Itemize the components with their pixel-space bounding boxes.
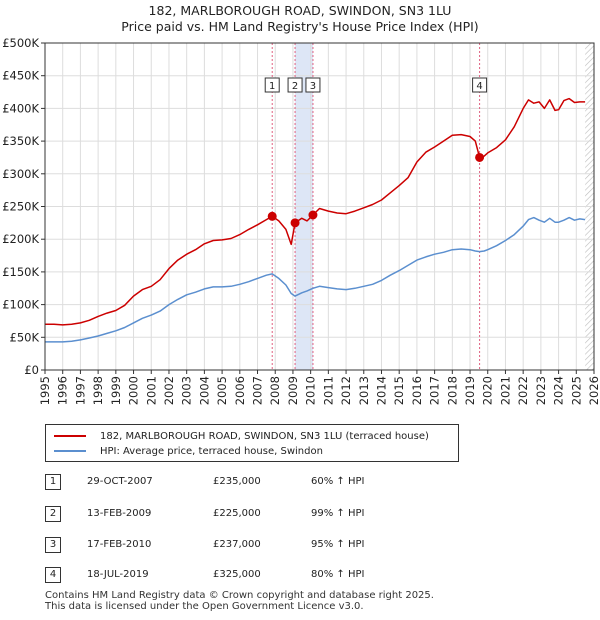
sale-label: 4	[476, 81, 482, 92]
y-tick-label: £400K	[2, 101, 39, 115]
property-price-line	[45, 97, 586, 326]
price-chart: £0 £50K £100K £150K £200K £250K £300K £350K £400…	[2, 36, 600, 405]
sale-date: 29-OCT-2007	[87, 476, 153, 487]
x-tick-label: 1996	[56, 376, 70, 405]
x-tick-label: 2000	[127, 376, 141, 405]
x-tick-label: 2021	[498, 376, 512, 405]
sale-hpi-change: 99% ↑ HPI	[311, 508, 365, 519]
sale-price: £325,000	[213, 569, 261, 580]
sale-price: £237,000	[213, 539, 261, 550]
sale-number-badge: 1	[45, 474, 61, 490]
x-tick-label: 1998	[91, 376, 105, 405]
sale-point	[267, 211, 277, 221]
sale-number-badge: 4	[45, 567, 61, 583]
sale-row: 2 13-FEB-2009 £225,000 99% ↑ HPI	[45, 506, 445, 522]
x-tick-label: 2001	[144, 376, 158, 405]
y-tick-label: £200K	[2, 232, 39, 246]
sale-price: £235,000	[213, 476, 261, 487]
x-tick-label: 1997	[73, 376, 87, 405]
plot-border	[44, 42, 595, 371]
y-tick-label: £50K	[10, 330, 40, 344]
y-tick-label: £350K	[2, 134, 39, 148]
sale-label-box	[264, 77, 280, 93]
sale-row: 1 29-OCT-2007 £235,000 60% ↑ HPI	[45, 474, 445, 490]
x-tick-label: 2011	[321, 376, 335, 405]
x-tick-label: 2014	[374, 376, 388, 405]
sale-price: £225,000	[213, 508, 261, 519]
sale-date: 13-FEB-2009	[87, 508, 152, 519]
x-tick-label: 2003	[180, 376, 194, 405]
sale-hpi-change: 80% ↑ HPI	[311, 569, 365, 580]
x-tick-label: 2020	[481, 376, 495, 405]
x-tick-label: 2006	[233, 376, 247, 405]
sale-number-badge: 3	[45, 537, 61, 553]
x-tick-label: 2002	[162, 376, 176, 405]
sale-point	[290, 218, 300, 228]
x-tick-label: 2018	[445, 376, 459, 405]
legend-swatch-hpi	[54, 450, 86, 452]
x-tick-label: 2019	[463, 376, 477, 405]
chart-title: 182, MARLBOROUGH ROAD, SWINDON, SN3 1LU …	[0, 3, 600, 35]
x-tick-label: 2017	[428, 376, 442, 405]
x-tick-label: 2010	[304, 376, 318, 405]
chart-legend: 182, MARLBOROUGH ROAD, SWINDON, SN3 1LU …	[45, 424, 459, 462]
chart-title-line1: 182, MARLBOROUGH ROAD, SWINDON, SN3 1LU	[148, 3, 452, 18]
sale-hpi-change: 95% ↑ HPI	[311, 539, 365, 550]
sale-label: 3	[310, 81, 316, 92]
x-tick-label: 2026	[587, 376, 600, 405]
x-tick-label: 2022	[516, 376, 530, 405]
x-tick-label: 2012	[339, 376, 353, 405]
x-tick-label: 1995	[38, 376, 52, 405]
y-tick-label: £150K	[2, 265, 39, 279]
sale-hpi-change: 60% ↑ HPI	[311, 476, 365, 487]
sale-row: 3 17-FEB-2010 £237,000 95% ↑ HPI	[45, 537, 445, 553]
sale-point	[308, 210, 318, 220]
x-tick-label: 2024	[552, 376, 566, 405]
x-tick-label: 1999	[109, 376, 123, 405]
chart-title-line2: Price paid vs. HM Land Registry's House …	[121, 19, 479, 34]
legend-item-property: 182, MARLBOROUGH ROAD, SWINDON, SN3 1LU …	[54, 429, 429, 443]
hpi-line	[45, 216, 586, 343]
sale-date: 17-FEB-2010	[87, 539, 152, 550]
footer-line-1: Contains HM Land Registry data © Crown c…	[45, 590, 434, 601]
y-tick-label: £450K	[2, 69, 39, 83]
x-tick-label: 2023	[534, 376, 548, 405]
x-tick-label: 2007	[251, 376, 265, 405]
footer-attribution: Contains HM Land Registry data © Crown c…	[45, 590, 434, 612]
y-tick-label: £100K	[2, 298, 39, 312]
legend-label-hpi: HPI: Average price, terraced house, Swin…	[100, 445, 323, 457]
sale-date: 18-JUL-2019	[87, 569, 149, 580]
x-tick-label: 2005	[215, 376, 229, 405]
footer-line-2: This data is licensed under the Open Gov…	[45, 601, 364, 612]
legend-swatch-property	[54, 435, 86, 437]
x-tick-label: 2013	[357, 376, 371, 405]
sale-point	[475, 152, 485, 162]
legend-item-hpi: HPI: Average price, terraced house, Swin…	[54, 444, 323, 458]
y-tick-label: £250K	[2, 200, 39, 214]
x-tick-label: 2016	[410, 376, 424, 405]
sale-row: 4 18-JUL-2019 £325,000 80% ↑ HPI	[45, 567, 445, 583]
y-tick-label: £500K	[2, 36, 39, 50]
y-tick-label: £0	[24, 363, 39, 377]
x-tick-label: 2008	[268, 376, 282, 405]
sale-label-box	[305, 77, 321, 93]
x-tick-label: 2015	[392, 376, 406, 405]
sale-number-badge: 2	[45, 506, 61, 522]
sale-label-box	[472, 77, 488, 93]
sale-label-box	[287, 77, 303, 93]
x-tick-label: 2025	[569, 376, 583, 405]
legend-label-property: 182, MARLBOROUGH ROAD, SWINDON, SN3 1LU …	[100, 430, 429, 442]
x-tick-label: 2004	[197, 376, 211, 405]
x-tick-label: 2009	[286, 376, 300, 405]
sale-label: 2	[292, 81, 298, 92]
y-tick-label: £300K	[2, 167, 39, 181]
sale-label: 1	[269, 81, 275, 92]
